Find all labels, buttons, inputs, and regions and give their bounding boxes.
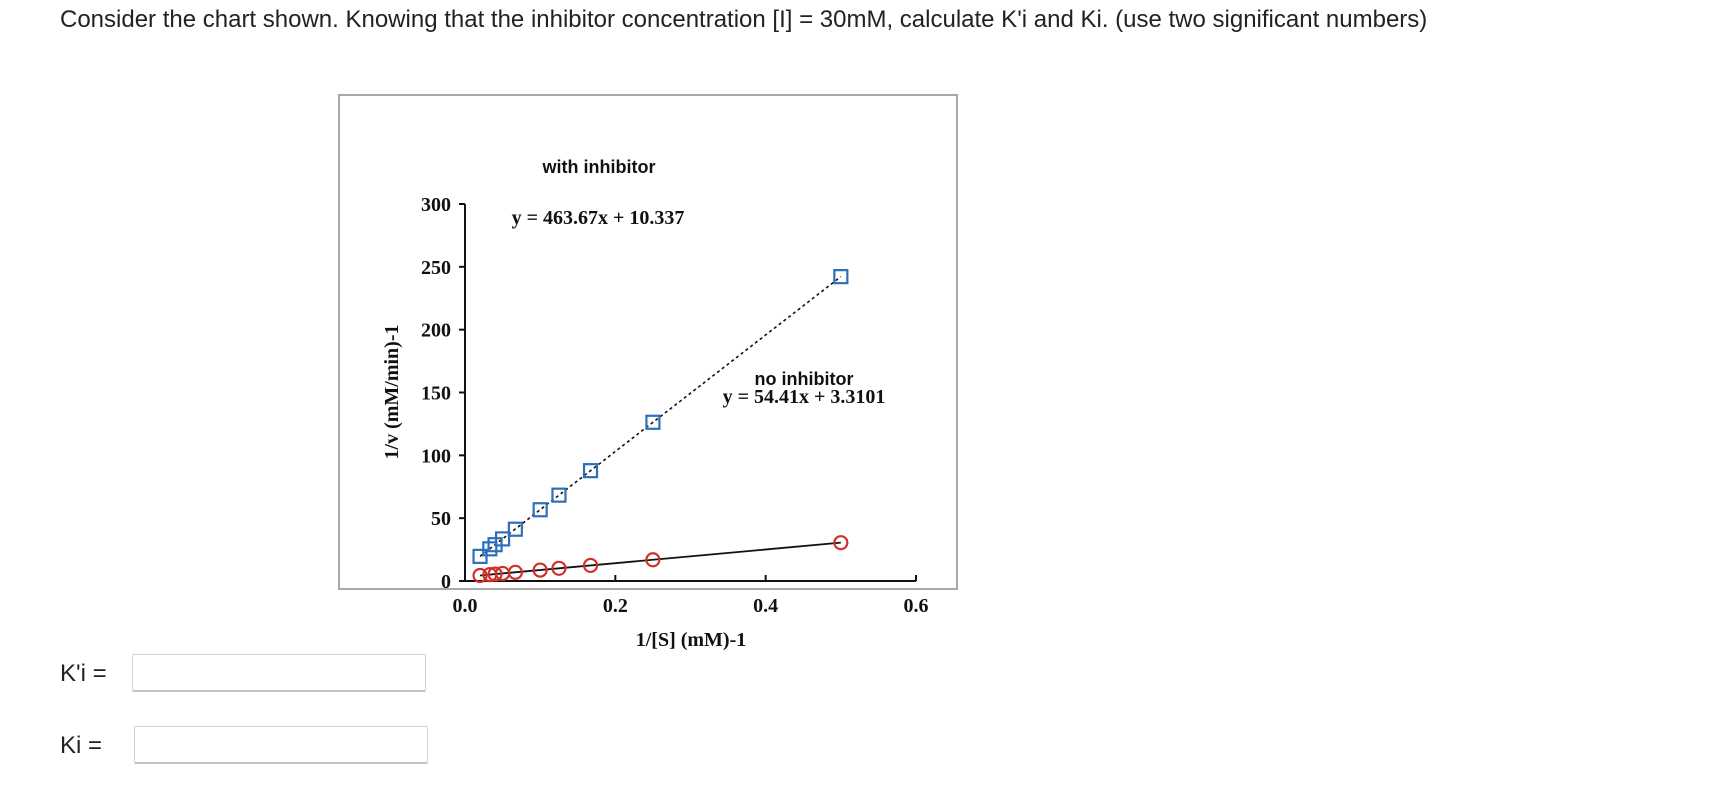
- point-no-inhibitor: [532, 562, 548, 578]
- x-tick-label: 0.2: [603, 595, 628, 617]
- equation-no-inhibitor: y = 54.41x + 3.3101: [723, 386, 886, 408]
- y-axis-label: 1/v (mM/min)-1: [381, 325, 403, 460]
- point-with-inhibitor: [645, 414, 661, 430]
- y-tick-label: 250: [421, 257, 451, 279]
- point-no-inhibitor: [551, 560, 567, 576]
- point-no-inhibitor: [645, 552, 661, 568]
- y-ticks: 0 50 100 150 200 250 300: [421, 194, 465, 593]
- kpi-label: K'i =: [60, 660, 107, 687]
- equation-with-inhibitor: y = 463.67x + 10.337: [512, 207, 685, 229]
- y-tick-label: 100: [421, 445, 451, 467]
- y-tick-label: 50: [431, 508, 451, 530]
- lineweaver-burk-chart: 0.0 0.2 0.4 0.6 0 50 100 150 200 250 300 1/[S] (m…: [381, 157, 929, 651]
- kpi-answer-row: K'i =: [60, 654, 500, 694]
- kpi-input[interactable]: [132, 654, 426, 692]
- point-no-inhibitor: [487, 566, 503, 582]
- chart-frame: 0.0 0.2 0.4 0.6 0 50 100 150 200 250 300 1/[S] (m…: [338, 94, 958, 651]
- y-tick-label: 150: [421, 383, 451, 405]
- ki-label: Ki =: [60, 732, 103, 759]
- point-with-inhibitor: [532, 502, 548, 518]
- point-with-inhibitor: [833, 269, 849, 285]
- point-no-inhibitor: [507, 564, 523, 580]
- x-ticks: 0.0 0.2 0.4 0.6: [453, 575, 929, 617]
- point-with-inhibitor: [494, 531, 511, 547]
- y-tick-label: 300: [421, 194, 451, 216]
- x-tick-label: 0.0: [453, 595, 478, 617]
- point-with-inhibitor: [482, 541, 498, 557]
- point-no-inhibitor: [582, 557, 599, 574]
- point-no-inhibitor: [833, 535, 849, 551]
- point-with-inhibitor: [551, 487, 567, 503]
- question-text: Consider the chart shown. Knowing that t…: [60, 6, 1428, 33]
- point-with-inhibitor: [507, 521, 523, 537]
- ki-answer-row: Ki =: [60, 726, 500, 766]
- annotation-no-inhibitor: no inhibitor: [755, 369, 854, 389]
- x-tick-label: 0.6: [904, 595, 929, 617]
- x-axis-label: 1/[S] (mM)-1: [636, 629, 747, 651]
- point-with-inhibitor: [582, 463, 599, 479]
- x-tick-label: 0.4: [753, 595, 778, 617]
- annotation-with-inhibitor: with inhibitor: [542, 157, 656, 177]
- y-tick-label: 0: [441, 571, 451, 593]
- data-markers: [472, 269, 849, 584]
- ki-input[interactable]: [134, 726, 428, 764]
- point-no-inhibitor: [472, 567, 488, 584]
- y-tick-label: 200: [421, 320, 451, 342]
